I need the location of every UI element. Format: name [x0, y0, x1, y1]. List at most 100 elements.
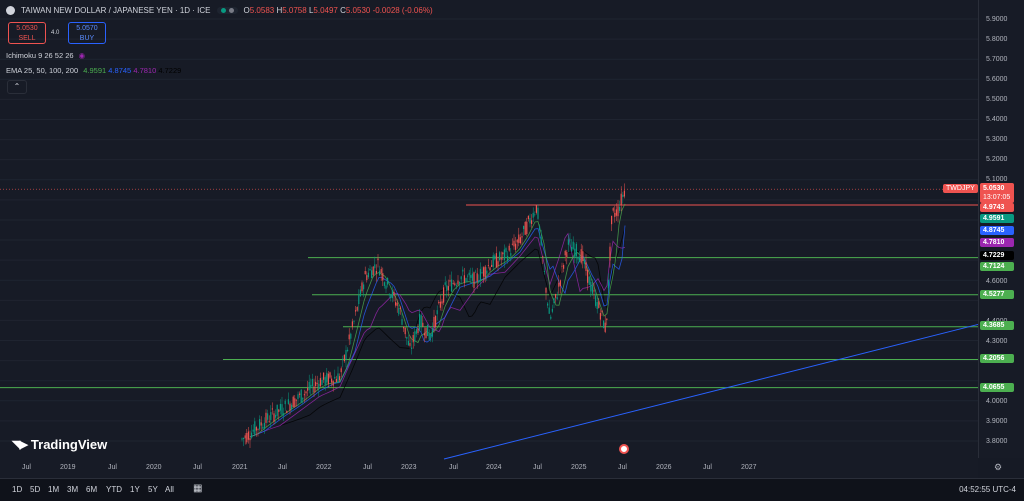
settings-gear-icon[interactable]: ⚙ — [994, 462, 1003, 472]
candle-body — [603, 320, 605, 328]
candle-body — [390, 294, 392, 299]
candle-body — [420, 315, 422, 327]
candle-body — [484, 266, 486, 278]
time-axis-label: Jul — [703, 464, 712, 471]
candle-body — [433, 316, 435, 328]
candle-body — [377, 258, 379, 261]
market-status-icon[interactable] — [216, 7, 238, 14]
candle-body — [289, 403, 291, 411]
calendar-icon[interactable]: ▦ — [193, 483, 203, 494]
event-marker-icon[interactable] — [619, 444, 629, 454]
time-axis-label: 2021 — [232, 464, 248, 471]
candle-body — [615, 209, 617, 216]
ema200-value: 4.7229 — [158, 66, 182, 75]
clock[interactable]: 04:52:55 UTC-4 — [959, 485, 1016, 494]
candle-body — [545, 287, 547, 293]
candle-body — [537, 207, 539, 219]
candle-body — [551, 308, 553, 312]
candle-body — [257, 428, 259, 430]
candle-body — [263, 422, 265, 429]
candle-body — [483, 267, 485, 277]
candle-body — [281, 404, 283, 415]
time-axis-label: 2023 — [401, 464, 417, 471]
candle-body — [311, 378, 313, 387]
level-tag: 4.9743 — [980, 203, 1014, 212]
candle-body — [337, 373, 339, 384]
candle-body — [460, 276, 462, 280]
candle-body — [532, 212, 534, 218]
candle-body — [335, 378, 337, 382]
candle-body — [521, 236, 523, 238]
sell-button[interactable]: 5.0530 SELL — [8, 22, 46, 44]
candle-body — [430, 334, 432, 339]
ichimoku-indicator[interactable]: Ichimoku 9 26 52 26 ◉ — [6, 51, 86, 60]
buy-label: BUY — [79, 35, 95, 42]
eye-icon[interactable]: ◉ — [78, 51, 86, 60]
price-axis-label: 4.3000 — [986, 338, 1008, 345]
candle-body — [323, 372, 325, 380]
candle-body — [364, 270, 366, 275]
candle-body — [351, 321, 353, 328]
candle-body — [476, 273, 478, 282]
time-axis-label: Jul — [22, 464, 31, 471]
candle-body — [395, 302, 397, 306]
ema50-value: 4.8745 — [108, 66, 132, 75]
candle-body — [499, 252, 501, 261]
candle-body — [454, 283, 456, 286]
chart-legend: TAIWAN NEW DOLLAR / JAPANESE YEN · 1D · … — [6, 6, 433, 15]
candle-body — [259, 419, 261, 430]
candle-body — [350, 333, 352, 339]
range-button-ytd[interactable]: YTD — [106, 485, 122, 494]
range-button-5y[interactable]: 5Y — [148, 485, 158, 494]
candle-body — [555, 294, 557, 298]
level-tag: 4.5277 — [980, 290, 1014, 299]
price-axis-label: 5.4000 — [986, 116, 1008, 123]
candle-body — [583, 258, 585, 264]
candle-body — [324, 377, 326, 385]
collapse-legend-button[interactable]: ⌃ — [7, 80, 27, 94]
chart-area[interactable] — [0, 0, 978, 458]
candle-body — [299, 393, 301, 395]
range-button-3m[interactable]: 3M — [67, 485, 79, 494]
ema-indicator[interactable]: EMA 25, 50, 100, 200 4.9591 4.8745 4.781… — [6, 66, 182, 75]
candle-body — [315, 381, 317, 386]
candle-body — [361, 282, 363, 292]
level-tag: 4.0655 — [980, 383, 1014, 392]
sell-label: SELL — [18, 35, 36, 42]
range-button-1d[interactable]: 1D — [12, 485, 23, 494]
candle-body — [492, 255, 494, 267]
candle-body — [300, 389, 302, 403]
ema-line — [249, 227, 626, 438]
range-button-6m[interactable]: 6M — [86, 485, 98, 494]
candle-body — [262, 427, 264, 429]
candle-body — [308, 381, 310, 391]
candle-body — [342, 358, 344, 360]
candle-body — [347, 349, 349, 352]
candle-body — [620, 193, 622, 206]
candle-body — [246, 433, 248, 443]
time-axis-label: Jul — [193, 464, 202, 471]
symbol-title[interactable]: TAIWAN NEW DOLLAR / JAPANESE YEN · 1D · … — [21, 6, 211, 15]
tradingview-icon: ◥▶ — [12, 439, 28, 451]
candle-body — [580, 249, 582, 263]
candle-body — [465, 278, 467, 282]
candle-body — [601, 310, 603, 313]
range-button-1y[interactable]: 1Y — [130, 485, 140, 494]
candle-body — [425, 327, 427, 338]
time-axis-label: Jul — [533, 464, 542, 471]
candle-body — [479, 268, 481, 281]
candle-body — [596, 302, 598, 310]
ema25-value: 4.9591 — [83, 66, 107, 75]
buy-button[interactable]: 5.0570 BUY — [68, 22, 106, 44]
candle-body — [529, 218, 531, 224]
candle-body — [500, 258, 502, 260]
candle-body — [247, 431, 249, 440]
candle-body — [516, 239, 518, 243]
range-button-1m[interactable]: 1M — [48, 485, 60, 494]
ema-line — [249, 203, 626, 438]
time-axis-label: Jul — [278, 464, 287, 471]
range-button-5d[interactable]: 5D — [30, 485, 41, 494]
time-axis[interactable] — [0, 458, 978, 478]
range-button-all[interactable]: All — [165, 485, 174, 494]
